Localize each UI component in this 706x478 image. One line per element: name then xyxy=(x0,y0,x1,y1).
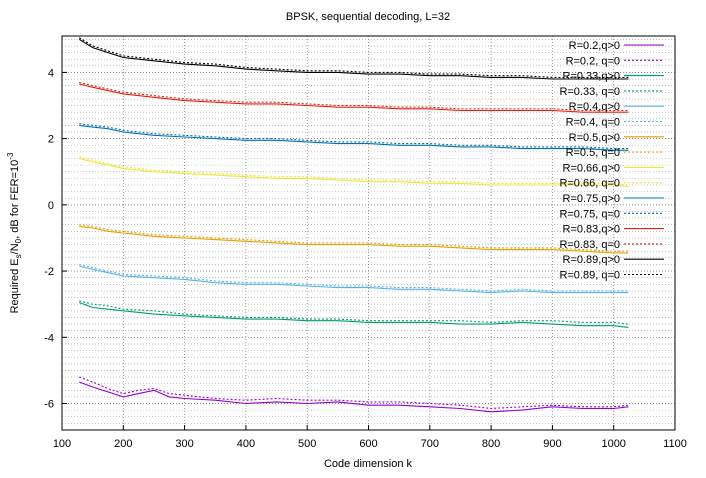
legend-label: R=0.5, q=0 xyxy=(566,147,620,159)
x-tick-label: 900 xyxy=(543,438,561,450)
x-tick-label: 1000 xyxy=(601,438,625,450)
legend-label: R=0.4, q=0 xyxy=(566,117,620,129)
series-group xyxy=(78,37,629,413)
legend-label: R=0.66, q=0 xyxy=(559,178,620,190)
chart-title: BPSK, sequential decoding, L=32 xyxy=(286,11,450,23)
series-line-4 xyxy=(79,265,629,294)
y-tick-label: 0 xyxy=(48,200,54,212)
series-line-11 xyxy=(79,123,629,150)
y-tick-label: 2 xyxy=(48,134,54,146)
y-tick-label: -2 xyxy=(44,266,54,278)
x-tick-label: 400 xyxy=(237,438,255,450)
series-line-0 xyxy=(79,381,629,413)
legend-label: R=0.33,q>0 xyxy=(563,71,621,83)
series-line-3 xyxy=(79,300,629,325)
series-line-5 xyxy=(79,263,629,292)
x-tick-label: 500 xyxy=(298,438,316,450)
legend-label: R=0.83,q>0 xyxy=(563,224,621,236)
y-tick-label: -6 xyxy=(44,399,54,411)
legend-label: R=0.75,q>0 xyxy=(563,193,621,205)
series-line-14 xyxy=(78,38,629,80)
series-line-13 xyxy=(79,81,629,112)
y-tick-label: 4 xyxy=(48,67,54,79)
legend-label: R=0.2,q>0 xyxy=(569,40,620,52)
y-ticks: -6 -4 -2 0 2 4 xyxy=(44,67,67,411)
series-line-8 xyxy=(79,157,629,188)
legend-label: R=0.2, q=0 xyxy=(566,55,620,67)
x-axis-label: Code dimension k xyxy=(324,458,413,470)
x-tick-label: 200 xyxy=(114,438,132,450)
x-tick-label: 600 xyxy=(359,438,377,450)
series-line-10 xyxy=(79,124,629,151)
y-axis-label: Required Es/N0, dB for FER=10-3 xyxy=(6,152,23,313)
legend-label: R=0.66,q>0 xyxy=(563,162,621,174)
x-ticks: 100 200 300 400 500 600 700 800 900 1000 1100 xyxy=(53,425,687,450)
x-tick-label: 1100 xyxy=(663,438,687,450)
plot-frame xyxy=(61,35,676,431)
series-line-12 xyxy=(79,83,629,113)
y-axis-label-sub: 0 xyxy=(14,238,23,243)
x-tick-label: 300 xyxy=(175,438,193,450)
legend-label: R=0.89,q>0 xyxy=(563,254,621,266)
series-line-7 xyxy=(79,224,629,252)
legend-label: R=0.83, q=0 xyxy=(559,239,620,251)
y-axis-label-sup: -3 xyxy=(6,152,15,160)
y-tick-label: -4 xyxy=(44,332,54,344)
series-line-1 xyxy=(79,376,629,410)
x-tick-label: 700 xyxy=(421,438,439,450)
legend-label: R=0.89, q=0 xyxy=(559,270,620,282)
x-tick-label: 100 xyxy=(53,438,71,450)
series-line-6 xyxy=(79,225,629,254)
y-axis-label-sub: s xyxy=(14,254,23,258)
legend-label: R=0.4,q>0 xyxy=(569,101,620,113)
legend-label: R=0.5,q>0 xyxy=(569,132,620,144)
legend: R=0.2,q>0 R=0.2, q=0 R=0.33,q>0 R=0.33, q=0… xyxy=(559,40,664,282)
series-line-15 xyxy=(78,37,629,78)
y-axis-label-part: , dB for FER=10 xyxy=(9,160,21,239)
x-tick-label: 800 xyxy=(482,438,500,450)
legend-label: R=0.75, q=0 xyxy=(559,208,620,220)
series-line-2 xyxy=(79,301,629,328)
y-axis-label-part: Required E xyxy=(9,258,21,313)
legend-label: R=0.33, q=0 xyxy=(559,86,620,98)
series-line-9 xyxy=(79,156,629,186)
y-axis-label-part: /N xyxy=(9,243,21,254)
